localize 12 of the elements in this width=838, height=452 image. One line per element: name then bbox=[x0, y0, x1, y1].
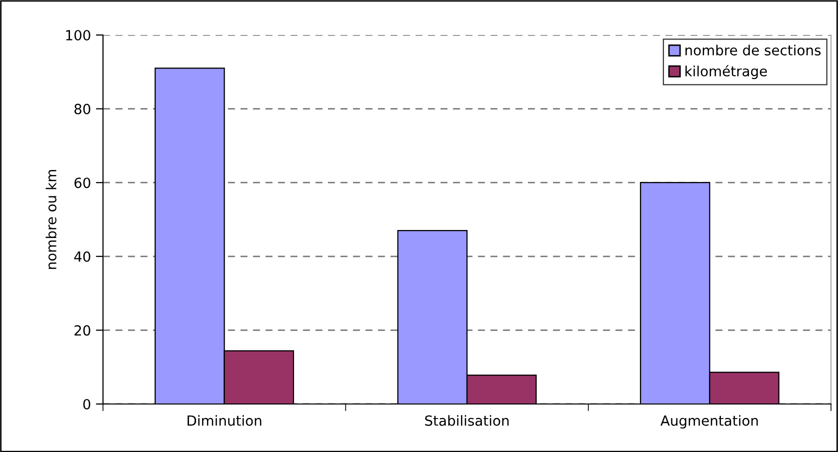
y-tick-label: 40 bbox=[74, 251, 90, 262]
x-tick-label: Augmentation bbox=[660, 415, 758, 429]
x-tick-label: Diminution bbox=[188, 415, 262, 426]
y-tick-label: 80 bbox=[74, 104, 90, 114]
y-tick-label: 20 bbox=[74, 325, 90, 336]
y-tick-label: 100 bbox=[66, 30, 90, 40]
y-tick-label: 60 bbox=[74, 178, 90, 188]
x-tick-label: Stabilisation bbox=[425, 415, 509, 426]
legend-label: kilométrage bbox=[686, 65, 767, 80]
legend-label: nombre de sections bbox=[686, 44, 821, 56]
y-tick-label: 0 bbox=[83, 398, 90, 410]
y-axis-title: nombre ou km bbox=[46, 170, 56, 269]
